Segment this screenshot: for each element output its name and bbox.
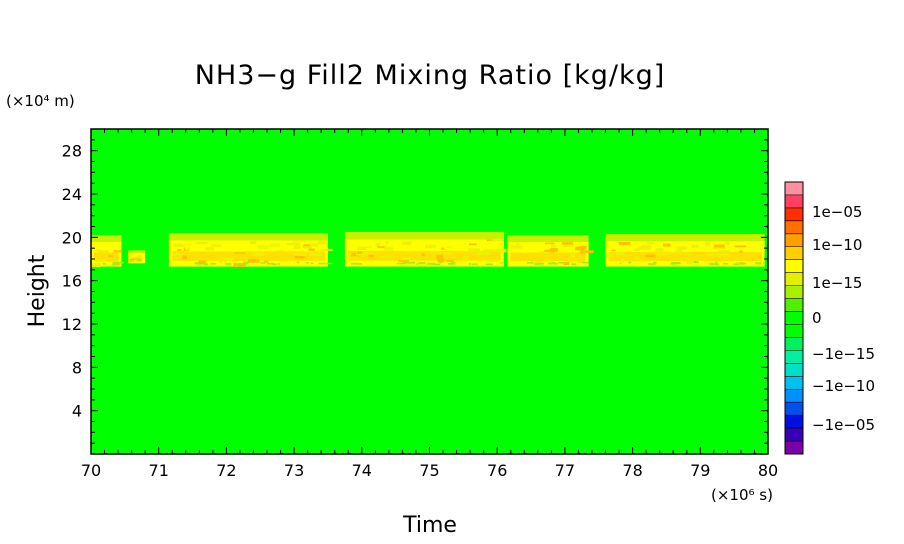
- cloud-layer-group: [91, 231, 765, 268]
- cloud-layer-segment: [168, 233, 333, 267]
- colorbar-swatch: [785, 207, 803, 222]
- cloud-layer-segment: [507, 235, 594, 267]
- colorbar-label: −1e−05: [812, 416, 875, 434]
- y-tick-label: 12: [62, 315, 82, 334]
- x-tick-label: 80: [758, 461, 778, 480]
- x-tick-label: 75: [419, 461, 439, 480]
- x-unit-label: (×10⁶ s): [711, 486, 773, 504]
- y-tick-label: 20: [62, 228, 82, 247]
- y-axis-label: Height: [25, 254, 50, 327]
- colorbar-label: −1e−15: [812, 345, 875, 363]
- colorbar-swatch: [785, 389, 803, 403]
- x-tick-label: 79: [690, 461, 710, 480]
- colorbar-label: 0: [812, 309, 822, 327]
- y-tick-label: 16: [62, 272, 82, 291]
- y-unit-label: (×10⁴ m): [6, 92, 75, 110]
- x-tick-label: 73: [284, 461, 304, 480]
- x-axis-label: Time: [402, 513, 457, 538]
- colorbar-swatch: [785, 337, 803, 351]
- cloud-layer-segment: [605, 234, 765, 267]
- colorbar-swatch: [785, 415, 803, 429]
- colorbar-swatch: [785, 402, 803, 416]
- x-tick-label: 72: [216, 461, 236, 480]
- colorbar-swatch: [785, 363, 803, 377]
- colorbar-label: 1e−15: [812, 274, 862, 292]
- background-field: [91, 129, 768, 454]
- cloud-layer-segment: [91, 235, 124, 268]
- x-tick-label: 71: [149, 461, 169, 480]
- colorbar-swatch: [785, 220, 803, 235]
- x-tick-label: 76: [487, 461, 507, 480]
- colorbar-swatch: [785, 298, 803, 312]
- colorbar-swatch: [785, 311, 803, 325]
- colorbar-swatch: [785, 285, 803, 299]
- y-axis: 4 8 12 16 20 24 28: [62, 128, 768, 455]
- x-tick-label: 70: [81, 461, 101, 480]
- colorbar-label: −1e−10: [812, 377, 875, 395]
- colorbar-frame: [784, 181, 804, 455]
- colorbar-swatch: [785, 272, 803, 286]
- colorbar: 1e−05 1e−10 1e−15 0 −1e−15 −1e−10 −1e−05: [784, 181, 875, 455]
- y-tick-label: 28: [62, 142, 82, 161]
- colorbar-swatch: [785, 194, 803, 209]
- colorbar-swatch: [785, 259, 803, 273]
- x-tick-label: 77: [555, 461, 575, 480]
- y-tick-label: 8: [72, 358, 82, 377]
- colorbar-swatch: [785, 350, 803, 364]
- plot-area: [90, 128, 769, 455]
- colorbar-swatch: [785, 324, 803, 338]
- colorbar-swatch: [785, 428, 803, 442]
- cloud-layer-segment: [128, 250, 146, 264]
- y-tick-label: 24: [62, 185, 82, 204]
- x-axis: 70 71 72 73 74 75 76 77 78 79 80: [81, 129, 778, 480]
- x-tick-label: 74: [352, 461, 372, 480]
- colorbar-swatch: [785, 182, 803, 196]
- colorbar-label: 1e−10: [812, 236, 862, 254]
- x-tick-label: 78: [622, 461, 642, 480]
- y-tick-label: 4: [72, 402, 82, 421]
- chart-title: NH3−g Fill2 Mixing Ratio [kg/kg]: [195, 60, 666, 91]
- colorbar-swatch: [785, 441, 803, 455]
- colorbar-swatch: [785, 246, 803, 261]
- colorbar-swatch: [785, 233, 803, 248]
- colorbar-swatch: [785, 376, 803, 390]
- cloud-layer-segment: [344, 231, 507, 267]
- colorbar-label: 1e−05: [812, 203, 862, 221]
